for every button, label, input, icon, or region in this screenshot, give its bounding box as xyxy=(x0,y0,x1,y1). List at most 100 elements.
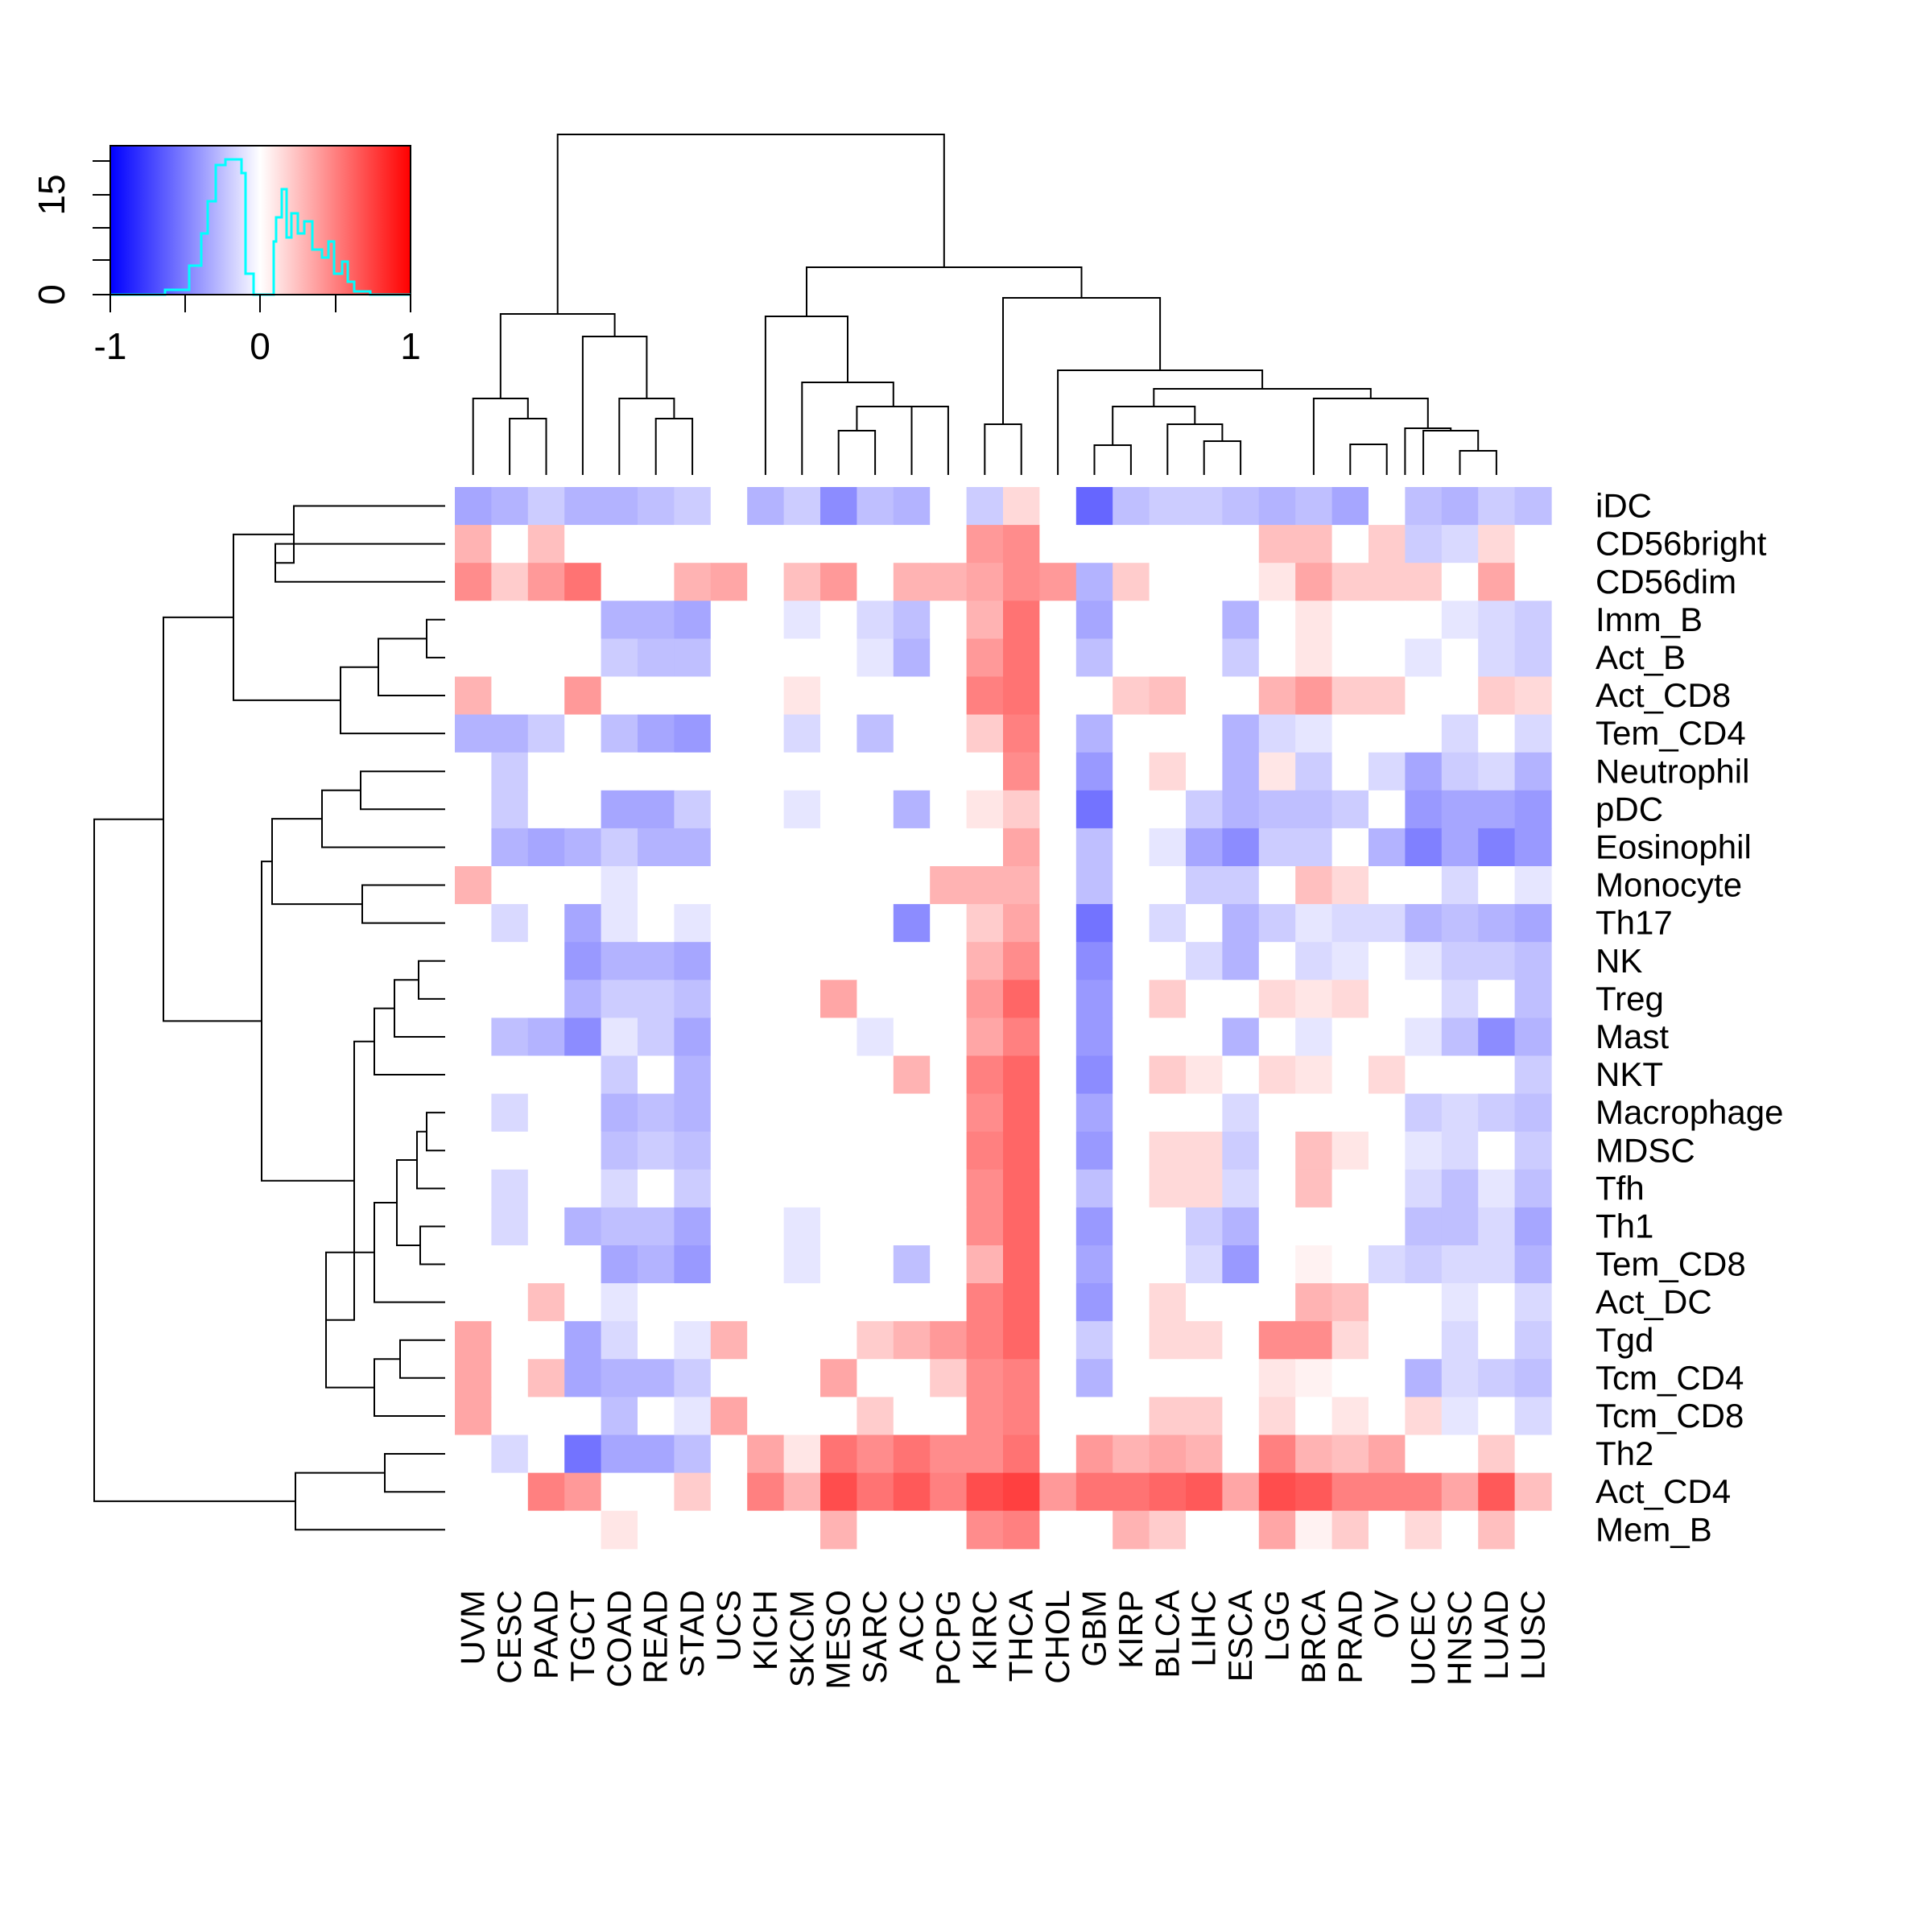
heatmap-cell xyxy=(1149,1018,1187,1057)
row-label: Mem_B xyxy=(1596,1510,1712,1548)
heatmap-cell xyxy=(1113,1397,1150,1436)
heatmap-cell xyxy=(783,601,821,639)
column-label: MESO xyxy=(819,1590,857,1690)
heatmap-cell xyxy=(1075,487,1113,526)
heatmap-cell xyxy=(1405,601,1443,639)
heatmap-cell xyxy=(1113,866,1150,905)
heatmap-cell xyxy=(638,1055,675,1095)
heatmap-cell xyxy=(1258,638,1296,678)
heatmap-cell xyxy=(1331,1055,1369,1095)
heatmap-cell xyxy=(1186,1510,1223,1550)
heatmap-cell xyxy=(930,980,968,1018)
column-label: LUAD xyxy=(1477,1590,1515,1680)
heatmap-cell xyxy=(1003,828,1040,867)
heatmap-cell xyxy=(1295,487,1333,526)
row-label: pDC xyxy=(1596,790,1663,828)
heatmap-cell xyxy=(638,1435,675,1474)
heatmap-cell xyxy=(491,638,529,678)
column-label: KIRP xyxy=(1112,1590,1150,1669)
dendrogram-branch xyxy=(1349,444,1388,475)
heatmap-cell xyxy=(491,1093,529,1133)
heatmap-cell xyxy=(893,942,931,980)
row-label: Neutrophil xyxy=(1596,752,1749,790)
heatmap-cell xyxy=(1478,487,1516,526)
heatmap-cell xyxy=(1113,676,1150,716)
heatmap-cell xyxy=(1295,1321,1333,1360)
heatmap-cell xyxy=(1075,942,1113,980)
column-label: LGG xyxy=(1258,1590,1296,1662)
heatmap-cell xyxy=(1514,1055,1552,1095)
heatmap-cell xyxy=(966,1435,1004,1474)
heatmap-cell xyxy=(930,828,968,867)
heatmap-cell xyxy=(1039,1472,1077,1512)
heatmap-cell xyxy=(527,1283,565,1322)
heatmap-cell xyxy=(1405,1397,1443,1436)
heatmap-cell xyxy=(564,601,602,639)
heatmap-cell xyxy=(1295,638,1333,678)
heatmap-cell xyxy=(857,1321,894,1360)
heatmap-cell xyxy=(1075,1207,1113,1246)
heatmap-cell xyxy=(491,752,529,791)
heatmap-cell xyxy=(966,752,1004,791)
heatmap-cell xyxy=(1441,828,1479,867)
heatmap-cell xyxy=(1258,980,1296,1018)
heatmap-cell xyxy=(601,752,638,791)
heatmap-cell xyxy=(601,1472,638,1512)
heatmap-cell xyxy=(527,1397,565,1436)
heatmap-cell xyxy=(1441,487,1479,526)
heatmap-cell xyxy=(710,1435,748,1474)
heatmap-cell xyxy=(455,1018,492,1057)
heatmap-cell xyxy=(1003,714,1040,753)
heatmap-cell xyxy=(455,1055,492,1095)
heatmap-cell xyxy=(710,1245,748,1284)
dendrogram-branch xyxy=(1312,398,1429,475)
heatmap-cell xyxy=(747,1435,785,1474)
heatmap-cell xyxy=(893,866,931,905)
heatmap-cell xyxy=(1222,752,1260,791)
heatmap-cell xyxy=(930,1435,968,1474)
column-label: LIHC xyxy=(1185,1590,1223,1667)
color-key-x-tick-label: 0 xyxy=(250,325,270,367)
heatmap-cell xyxy=(893,828,931,867)
dendrogram-branch xyxy=(340,666,445,735)
heatmap-cell xyxy=(1331,828,1369,867)
heatmap-cell xyxy=(1258,790,1296,829)
heatmap-cell xyxy=(1003,601,1040,639)
heatmap-cell xyxy=(1113,790,1150,829)
heatmap-cell xyxy=(1331,714,1369,753)
heatmap-cell xyxy=(820,1055,857,1095)
column-label: GBM xyxy=(1075,1590,1113,1667)
dendrogram-branch xyxy=(261,861,354,1182)
heatmap-cell xyxy=(601,525,638,564)
heatmap-cell xyxy=(747,1131,785,1170)
heatmap-cell xyxy=(1405,1283,1443,1322)
heatmap-cell xyxy=(1331,1510,1369,1550)
heatmap-cell xyxy=(966,601,1004,639)
dendrogram-branch xyxy=(394,979,445,1038)
heatmap-cell xyxy=(1441,1321,1479,1360)
heatmap-cell xyxy=(491,790,529,829)
heatmap-cell xyxy=(674,601,712,639)
heatmap-cell xyxy=(1003,1510,1040,1550)
heatmap-cell xyxy=(783,676,821,716)
heatmap-cell xyxy=(1514,828,1552,867)
heatmap-cell xyxy=(1295,790,1333,829)
heatmap-cell xyxy=(747,980,785,1018)
row-label: Tem_CD8 xyxy=(1596,1245,1746,1283)
heatmap-cell xyxy=(455,1510,492,1550)
heatmap-cell xyxy=(820,828,857,867)
heatmap-cell xyxy=(783,1131,821,1170)
heatmap-cell xyxy=(1003,866,1040,905)
heatmap-cell xyxy=(1039,790,1077,829)
heatmap-cell xyxy=(1478,1321,1516,1360)
dendrogram-branch xyxy=(801,382,894,475)
heatmap-cell xyxy=(820,980,857,1018)
heatmap-cell xyxy=(1075,1018,1113,1057)
heatmap-cell xyxy=(1514,1169,1552,1208)
heatmap-cell xyxy=(1186,487,1223,526)
heatmap-cell xyxy=(1039,866,1077,905)
heatmap-cell xyxy=(1405,487,1443,526)
heatmap-cell xyxy=(1441,1397,1479,1436)
heatmap-cell xyxy=(710,638,748,678)
heatmap-cell xyxy=(1222,1472,1260,1512)
